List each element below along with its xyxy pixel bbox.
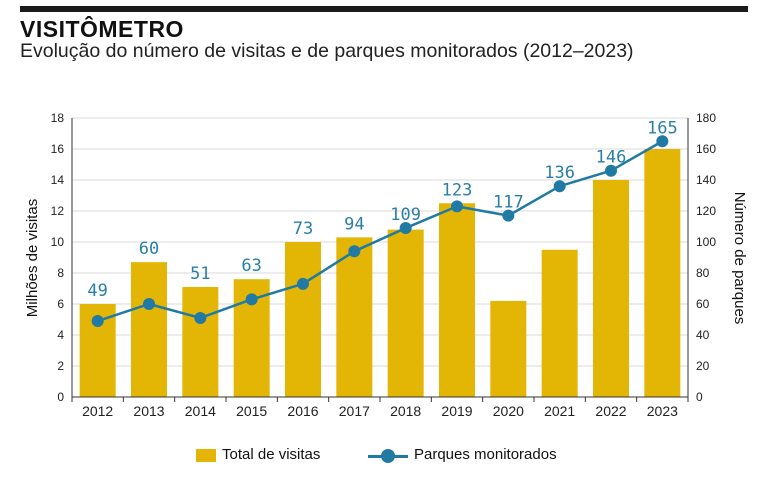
y-axis-left-title: Milhões de visitas xyxy=(24,199,41,317)
y-tick-left-label: 12 xyxy=(51,204,65,218)
data-label-2015: 63 xyxy=(241,256,261,276)
x-tick-label: 2014 xyxy=(185,403,216,419)
top-rule xyxy=(20,6,748,12)
data-label-2018: 109 xyxy=(390,205,421,225)
parks-point-2012 xyxy=(91,315,104,328)
parks-point-2022 xyxy=(605,164,617,177)
parks-point-2013 xyxy=(143,298,155,310)
y-tick-right-label: 40 xyxy=(696,328,710,342)
parks-point-2014 xyxy=(194,311,207,324)
bar-2017 xyxy=(336,237,373,397)
bar-2016 xyxy=(285,242,321,397)
bar-2022 xyxy=(593,180,629,397)
legend-label-parks: Parques monitorados xyxy=(414,446,557,463)
data-label-2021: 136 xyxy=(544,163,575,183)
chart-title: VISITÔMETRO xyxy=(20,16,184,42)
parks-point-2015 xyxy=(245,293,258,306)
bar-2018 xyxy=(387,229,424,397)
y-tick-left-label: 14 xyxy=(51,173,65,187)
data-label-2023: 165 xyxy=(647,118,678,138)
y-tick-left-label: 4 xyxy=(57,328,64,342)
parks-line xyxy=(91,135,669,328)
y-tick-left-label: 16 xyxy=(51,142,65,156)
x-tick-label: 2019 xyxy=(441,403,472,419)
x-tick-label: 2023 xyxy=(647,403,678,419)
bar-2021 xyxy=(541,249,578,397)
y-tick-right-label: 180 xyxy=(696,111,716,125)
parks-point-2020 xyxy=(502,209,515,222)
y-tick-left-label: 0 xyxy=(57,390,64,404)
parks-line-path xyxy=(97,140,663,323)
bar-2013 xyxy=(131,262,167,397)
x-tick-label: 2016 xyxy=(287,403,318,419)
y-tick-right-label: 100 xyxy=(696,235,716,249)
parks-point-2019 xyxy=(451,200,463,213)
legend-bar-swatch xyxy=(196,449,216,462)
legend-label-visits: Total de visitas xyxy=(222,446,321,463)
bars xyxy=(79,149,681,397)
y-tick-left-label: 10 xyxy=(51,235,65,249)
x-tick-label: 2022 xyxy=(595,403,626,419)
y-tick-right-label: 80 xyxy=(696,266,710,280)
y-tick-right-label: 0 xyxy=(696,390,703,404)
data-label-2013: 60 xyxy=(139,239,159,259)
data-label-2014: 51 xyxy=(190,264,210,284)
data-label-2019: 123 xyxy=(442,180,473,200)
y-tick-right-label: 60 xyxy=(696,297,710,311)
data-label-2022: 146 xyxy=(596,148,627,168)
legend-dot-swatch xyxy=(381,449,395,463)
data-label-2020: 117 xyxy=(493,193,524,213)
x-tick-label: 2018 xyxy=(390,403,421,419)
x-tick-label: 2021 xyxy=(544,403,575,419)
y-tick-right-label: 120 xyxy=(696,204,716,218)
x-tick-label: 2013 xyxy=(133,403,164,419)
bar-2014 xyxy=(182,286,219,397)
parks-point-2016 xyxy=(297,277,309,290)
y-tick-right-label: 140 xyxy=(696,173,716,187)
y-tick-left-label: 18 xyxy=(51,111,65,125)
y-tick-right-label: 160 xyxy=(696,142,716,156)
parks-point-2023 xyxy=(656,135,669,148)
data-labels: 49 60 51 63 73 94 109 123 117 136 146 165 xyxy=(87,118,677,301)
x-tick-label: 2017 xyxy=(339,403,370,419)
bar-2020 xyxy=(490,300,527,397)
data-label-2017: 94 xyxy=(344,214,364,234)
parks-point-2017 xyxy=(348,245,361,258)
bar-2023 xyxy=(644,149,681,397)
y-tick-left-label: 6 xyxy=(57,297,64,311)
y-tick-left-label: 2 xyxy=(57,359,64,373)
parks-point-2018 xyxy=(399,222,412,235)
bar-2019 xyxy=(439,203,475,397)
parks-point-2021 xyxy=(553,180,566,193)
combo-chart: 0246810121416180204060801001201401601802… xyxy=(24,111,748,419)
y-tick-right-label: 20 xyxy=(696,359,710,373)
axes: 0246810121416180204060801001201401601802… xyxy=(51,111,717,419)
x-tick-label: 2020 xyxy=(493,403,524,419)
data-label-2016: 73 xyxy=(293,219,313,239)
x-tick-label: 2015 xyxy=(236,403,267,419)
y-axis-right-title: Número de parques xyxy=(731,192,748,325)
x-tick-label: 2012 xyxy=(82,403,113,419)
y-tick-left-label: 8 xyxy=(57,266,64,280)
chart-subtitle: Evolução do número de visitas e de parqu… xyxy=(20,40,634,62)
data-label-2012: 49 xyxy=(87,281,107,301)
